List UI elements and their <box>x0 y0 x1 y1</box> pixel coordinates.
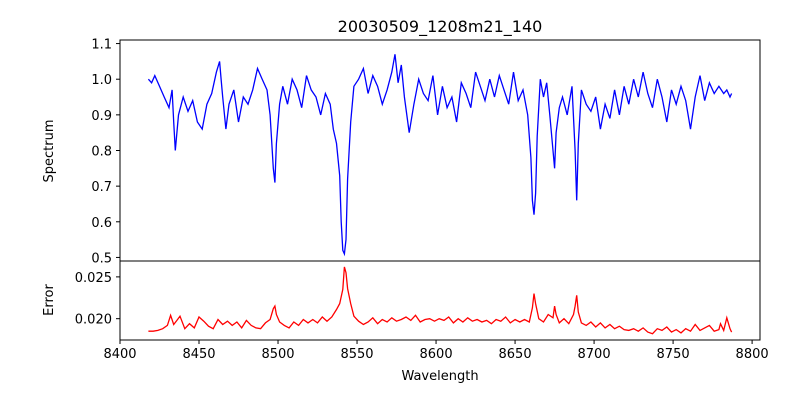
x-axis-label: Wavelength <box>401 369 478 384</box>
spectrum-plot: 0.5 0.6 0.7 0.8 0.9 1.0 1.1 Spectrum <box>42 38 761 266</box>
x-tick-label: 8650 <box>499 347 532 362</box>
error-axes-frame <box>119 260 761 341</box>
spectrum-y-tick-label: 1.0 <box>91 73 112 88</box>
spectrum-y-tick-label: 0.9 <box>91 109 112 124</box>
x-tick-label: 8400 <box>103 347 136 362</box>
error-series-line <box>148 266 733 335</box>
x-tick-label: 8700 <box>578 347 611 362</box>
error-y-tick-label: 0.025 <box>75 271 112 286</box>
x-tick-label: 8800 <box>736 347 769 362</box>
spectrum-y-tick-label: 0.7 <box>91 180 112 195</box>
spectrum-y-tick-label: 0.5 <box>91 251 112 266</box>
x-tick-label: 8500 <box>261 347 294 362</box>
spectrum-y-tick-label: 0.8 <box>91 145 112 160</box>
x-tick-label: 8750 <box>657 347 690 362</box>
spectrum-series-line <box>147 54 733 257</box>
error-x-ticks: 8400 8450 8500 8550 8600 8650 8700 8750 8800 <box>103 340 769 362</box>
chart-title: 20030509_1208m21_140 <box>338 17 543 37</box>
error-y-axis-label: Error <box>42 284 57 316</box>
error-y-tick-label: 0.020 <box>75 313 112 328</box>
spectrum-y-tick-label: 1.1 <box>91 38 112 53</box>
spectrum-y-ticks: 0.5 0.6 0.7 0.8 0.9 1.0 1.1 <box>91 38 120 266</box>
spectrum-y-tick-label: 0.6 <box>91 216 112 231</box>
x-tick-label: 8450 <box>182 347 215 362</box>
x-tick-label: 8550 <box>340 347 373 362</box>
x-tick-label: 8600 <box>420 347 453 362</box>
error-y-ticks: 0.020 0.025 <box>75 271 120 328</box>
spectrum-y-axis-label: Spectrum <box>42 120 57 183</box>
